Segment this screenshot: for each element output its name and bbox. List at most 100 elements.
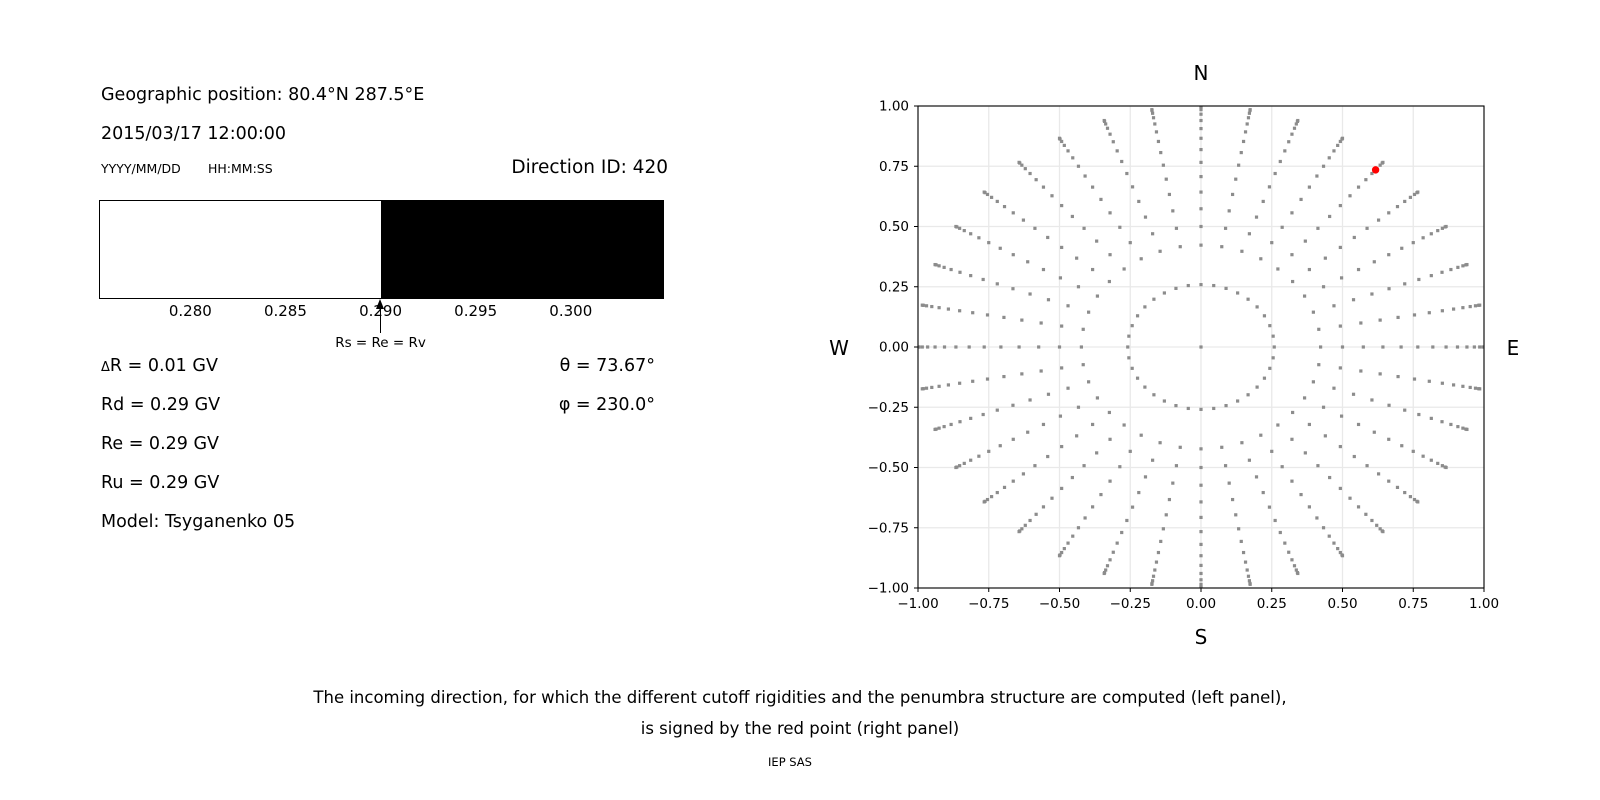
direction-dot	[1478, 303, 1482, 307]
direction-dot	[930, 385, 934, 390]
direction-dot	[1224, 286, 1228, 290]
direction-dot	[1465, 345, 1469, 349]
direction-dot	[1062, 143, 1066, 147]
direction-dot	[954, 224, 958, 229]
direction-dot	[1294, 122, 1298, 126]
direction-dot	[1451, 383, 1456, 387]
direction-dot	[1199, 563, 1203, 568]
direction-dot	[1290, 211, 1294, 215]
direction-dot	[1002, 205, 1007, 209]
direction-dot	[995, 282, 999, 286]
direction-dot	[1243, 560, 1248, 564]
direction-dot	[1087, 310, 1091, 314]
direction-dot	[1292, 564, 1297, 568]
direction-dot	[1212, 406, 1216, 411]
direction-dot	[982, 500, 986, 504]
direction-dot	[1130, 185, 1135, 189]
direction-dot	[1412, 313, 1417, 317]
direction-dot	[1268, 366, 1272, 370]
direction-dot	[958, 464, 962, 468]
direction-dot	[1296, 571, 1300, 576]
direction-dot	[1135, 376, 1140, 380]
direction-dot	[989, 495, 994, 499]
direction-dot	[1017, 160, 1021, 164]
direction-dot	[1104, 122, 1108, 126]
direction-dot	[1151, 116, 1156, 120]
direction-dot	[1011, 479, 1015, 483]
direction-dot	[1262, 376, 1267, 380]
direction-dot	[1356, 422, 1361, 427]
direction-dot	[954, 345, 958, 349]
direction-dot	[1280, 225, 1284, 229]
direction-dot	[1247, 111, 1251, 115]
direction-dot	[1356, 267, 1361, 272]
direction-dot	[1115, 541, 1119, 545]
geo-position-text: Geographic position: 80.4°N 287.5°E	[101, 85, 425, 105]
direction-dot	[1449, 422, 1453, 427]
direction-dot	[1220, 245, 1224, 249]
direction-dot	[1323, 434, 1327, 438]
direction-dot	[1321, 405, 1326, 409]
direction-dot	[1050, 194, 1054, 198]
direction-dot	[1259, 257, 1263, 261]
arrow-head-icon	[376, 299, 385, 309]
direction-dot	[1108, 132, 1112, 136]
direction-dot	[920, 345, 924, 349]
direction-dot	[981, 412, 985, 417]
direction-dot	[1417, 277, 1421, 282]
direction-dot	[1411, 241, 1415, 245]
direction-dot	[1108, 211, 1112, 215]
direction-dot	[1033, 226, 1037, 230]
direction-id-text: Direction ID: 420	[511, 157, 668, 178]
direction-dot	[1400, 246, 1404, 250]
direction-dot	[1302, 396, 1307, 400]
direction-dot	[1365, 464, 1369, 468]
direction-dot	[1137, 199, 1141, 204]
direction-dot	[1245, 122, 1249, 126]
direction-dot	[1236, 399, 1240, 403]
direction-dot	[1395, 485, 1400, 489]
direction-dot	[1199, 571, 1203, 576]
direction-dot	[1456, 425, 1460, 429]
direction-dot	[1403, 282, 1407, 286]
direction-dot	[1153, 122, 1157, 126]
direction-dot	[933, 262, 937, 267]
direction-dot	[1370, 171, 1374, 176]
direction-dot	[1028, 171, 1032, 176]
direction-dot	[985, 313, 990, 317]
direction-dot	[1041, 185, 1046, 189]
direction-dot	[1076, 405, 1081, 409]
direction-dot	[954, 465, 958, 470]
svg-text:1.00: 1.00	[1469, 596, 1499, 612]
direction-dot	[1316, 464, 1320, 468]
direction-dot	[1387, 403, 1391, 407]
direction-dot	[1107, 410, 1111, 415]
direction-dot	[1111, 140, 1115, 144]
direction-dot	[1151, 458, 1155, 462]
direction-dot	[1243, 130, 1248, 134]
direction-dot	[1240, 249, 1244, 253]
direction-dot	[1408, 195, 1413, 199]
direction-dot	[937, 426, 941, 430]
direction-dot	[1387, 253, 1391, 257]
direction-dot	[1396, 374, 1400, 379]
direction-dot	[982, 345, 986, 349]
direction-dot	[1020, 318, 1024, 322]
svg-text:0.50: 0.50	[879, 219, 909, 235]
direction-dot	[1270, 449, 1274, 453]
direction-dot	[1174, 226, 1179, 230]
direction-dot	[1283, 149, 1287, 153]
direction-dot	[1199, 345, 1203, 349]
direction-dot	[1327, 534, 1331, 538]
direction-dot	[1359, 321, 1363, 325]
direction-dot	[1070, 214, 1074, 219]
direction-dot	[1060, 444, 1064, 449]
direction-dot	[1261, 490, 1265, 495]
direction-dot	[1039, 369, 1043, 373]
penumbra-tick-label: 0.280	[168, 302, 212, 320]
direction-dot	[1328, 214, 1332, 219]
direction-dot	[924, 386, 929, 390]
direction-dot	[1046, 454, 1050, 459]
direction-dot	[1178, 445, 1182, 449]
direction-dot	[1317, 363, 1321, 367]
